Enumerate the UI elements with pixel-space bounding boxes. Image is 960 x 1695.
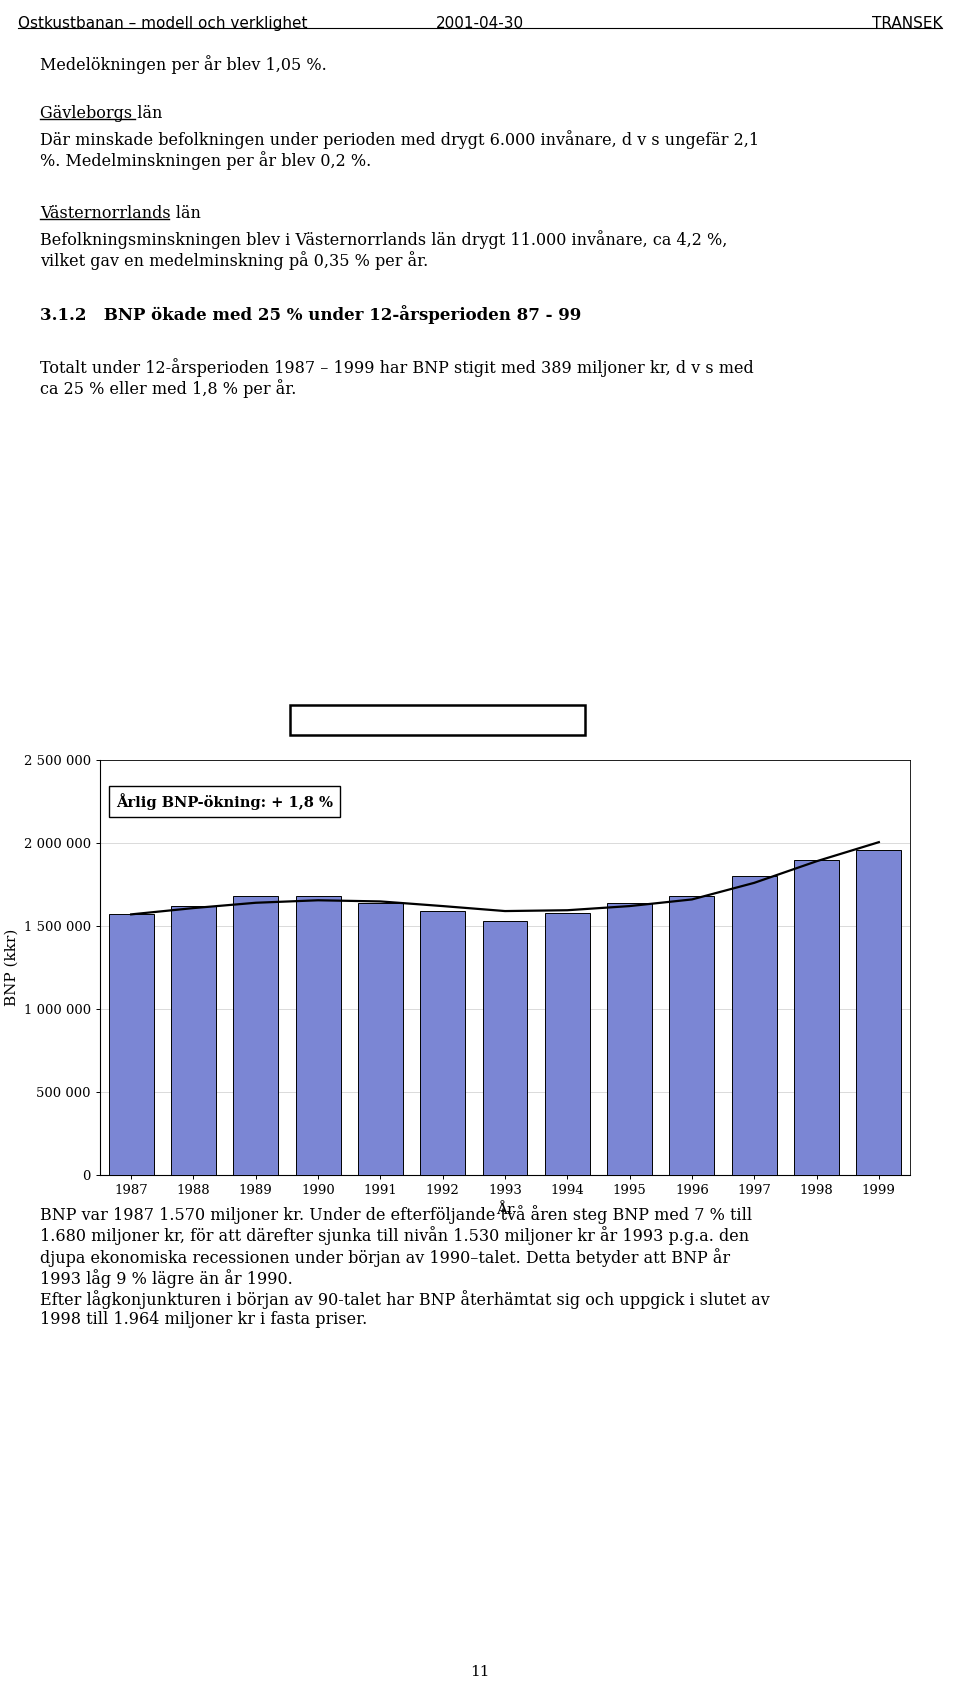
Text: 1.680 miljoner kr, för att därefter sjunka till nivån 1.530 miljoner kr år 1993 : 1.680 miljoner kr, för att därefter sjun… (40, 1227, 749, 1246)
Text: 3.1.2   BNP ökade med 25 % under 12-årsperioden 87 - 99: 3.1.2 BNP ökade med 25 % under 12-årsper… (40, 305, 581, 324)
Text: Västernorrlands län: Västernorrlands län (40, 205, 201, 222)
Text: Där minskade befolkningen under perioden med drygt 6.000 invånare, d v s ungefär: Där minskade befolkningen under perioden… (40, 131, 759, 149)
Bar (108, 914, 154, 1175)
Bar (171, 907, 216, 1175)
Text: BNP i Sverige 1987 - 1999: BNP i Sverige 1987 - 1999 (315, 712, 561, 729)
Text: 1993 låg 9 % lägre än år 1990.: 1993 låg 9 % lägre än år 1990. (40, 1270, 293, 1288)
Text: Ostkustbanan – modell och verklighet: Ostkustbanan – modell och verklighet (18, 15, 307, 31)
Text: Totalt under 12-årsperioden 1987 – 1999 har BNP stigit med 389 miljoner kr, d v : Totalt under 12-årsperioden 1987 – 1999 … (40, 358, 754, 376)
Text: TRANSEK: TRANSEK (872, 15, 942, 31)
Text: ca 25 % eller med 1,8 % per år.: ca 25 % eller med 1,8 % per år. (40, 380, 297, 398)
Text: 2001-04-30: 2001-04-30 (436, 15, 524, 31)
Bar (545, 912, 589, 1175)
Bar (233, 897, 278, 1175)
Bar (856, 849, 901, 1175)
Text: Efter lågkonjunkturen i början av 90-talet har BNP återhämtat sig och uppgick i : Efter lågkonjunkturen i början av 90-tal… (40, 1290, 770, 1309)
Text: djupa ekonomiska recessionen under början av 1990–talet. Detta betyder att BNP å: djupa ekonomiska recessionen under börja… (40, 1248, 731, 1266)
Bar (296, 897, 341, 1175)
Text: Medelökningen per år blev 1,05 %.: Medelökningen per år blev 1,05 %. (40, 54, 326, 75)
Bar (483, 920, 527, 1175)
Bar (732, 876, 777, 1175)
Text: 11: 11 (470, 1664, 490, 1680)
Bar (669, 897, 714, 1175)
Text: Befolkningsminskningen blev i Västernorrlands län drygt 11.000 invånare, ca 4,2 : Befolkningsminskningen blev i Västernorr… (40, 231, 728, 249)
Y-axis label: BNP (kkr): BNP (kkr) (4, 929, 18, 1007)
Text: %. Medelminskningen per år blev 0,2 %.: %. Medelminskningen per år blev 0,2 %. (40, 151, 372, 171)
Bar (607, 903, 652, 1175)
Text: Årlig BNP-ökning: + 1,8 %: Årlig BNP-ökning: + 1,8 % (116, 793, 333, 810)
Text: BNP var 1987 1.570 miljoner kr. Under de efterföljande två åren steg BNP med 7 %: BNP var 1987 1.570 miljoner kr. Under de… (40, 1205, 752, 1224)
Text: vilket gav en medelminskning på 0,35 % per år.: vilket gav en medelminskning på 0,35 % p… (40, 251, 428, 271)
Bar (420, 910, 466, 1175)
FancyBboxPatch shape (290, 705, 585, 736)
Bar (358, 903, 403, 1175)
X-axis label: År: År (495, 1202, 515, 1217)
Bar (794, 859, 839, 1175)
Text: Gävleborgs län: Gävleborgs län (40, 105, 162, 122)
Text: 1998 till 1.964 miljoner kr i fasta priser.: 1998 till 1.964 miljoner kr i fasta pris… (40, 1312, 368, 1329)
